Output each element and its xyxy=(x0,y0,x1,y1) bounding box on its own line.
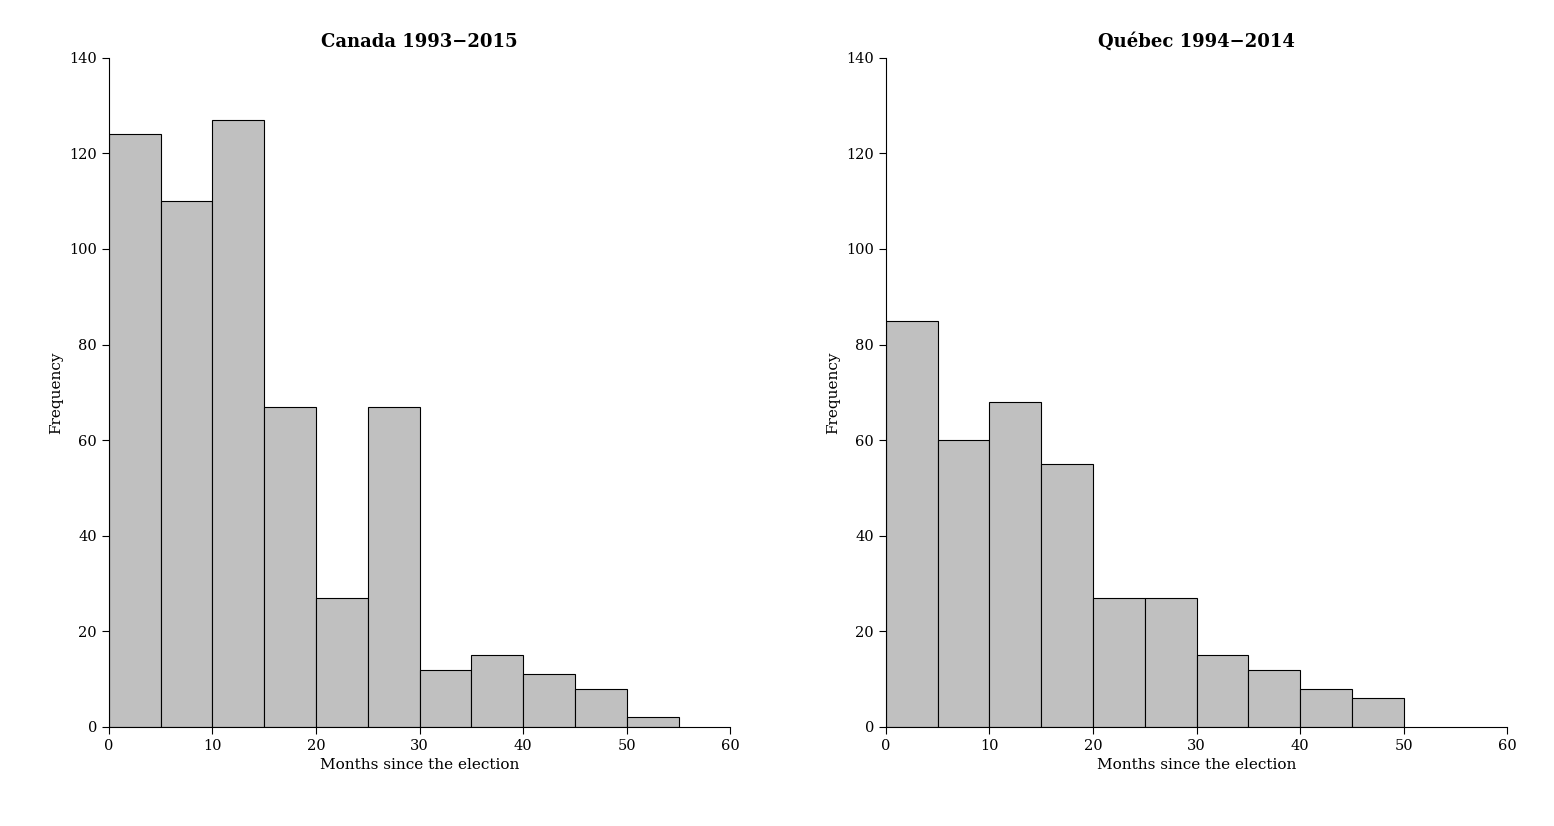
Bar xyxy=(471,655,524,727)
Bar xyxy=(1092,598,1145,727)
X-axis label: Months since the election: Months since the election xyxy=(320,758,519,772)
Bar xyxy=(1248,670,1301,727)
Bar xyxy=(626,717,679,727)
Bar xyxy=(264,406,315,727)
Bar xyxy=(368,406,420,727)
Title: Canada 1993−2015: Canada 1993−2015 xyxy=(322,33,517,50)
Bar xyxy=(1301,689,1352,727)
Bar xyxy=(886,320,937,727)
Title: Québec 1994−2014: Québec 1994−2014 xyxy=(1099,32,1294,50)
Bar xyxy=(524,674,575,727)
Y-axis label: Frequency: Frequency xyxy=(827,351,841,434)
Bar xyxy=(1145,598,1197,727)
X-axis label: Months since the election: Months since the election xyxy=(1097,758,1296,772)
Bar xyxy=(160,202,213,727)
Bar xyxy=(1352,698,1403,727)
Bar xyxy=(990,402,1041,727)
Bar xyxy=(1041,464,1092,727)
Bar xyxy=(420,670,471,727)
Bar xyxy=(213,120,264,727)
Bar xyxy=(937,440,990,727)
Bar xyxy=(109,135,160,727)
Bar xyxy=(315,598,368,727)
Y-axis label: Frequency: Frequency xyxy=(50,351,64,434)
Bar xyxy=(1197,655,1248,727)
Bar xyxy=(575,689,626,727)
